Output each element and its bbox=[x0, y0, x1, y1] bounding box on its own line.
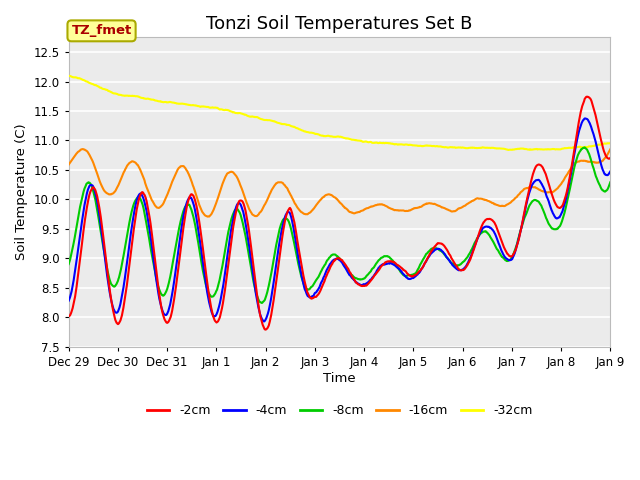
Text: TZ_fmet: TZ_fmet bbox=[72, 24, 132, 37]
Title: Tonzi Soil Temperatures Set B: Tonzi Soil Temperatures Set B bbox=[206, 15, 473, 33]
X-axis label: Time: Time bbox=[323, 372, 356, 384]
Y-axis label: Soil Temperature (C): Soil Temperature (C) bbox=[15, 124, 28, 260]
Legend: -2cm, -4cm, -8cm, -16cm, -32cm: -2cm, -4cm, -8cm, -16cm, -32cm bbox=[141, 399, 538, 422]
